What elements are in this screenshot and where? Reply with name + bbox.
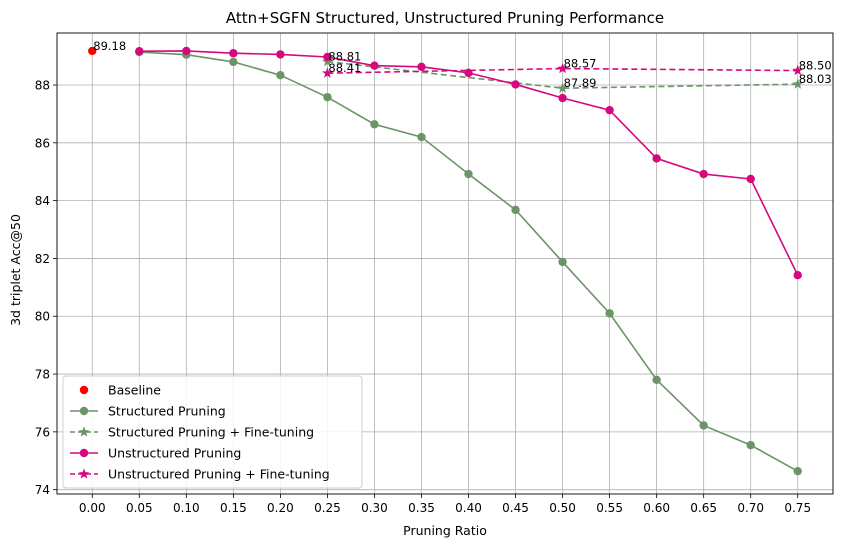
x-tick-label: 0.40 xyxy=(455,501,482,515)
data-point xyxy=(370,61,379,70)
data-point xyxy=(699,421,708,430)
data-point xyxy=(792,78,804,89)
series-line xyxy=(327,60,798,90)
legend-item: Structured Pruning xyxy=(70,404,226,419)
x-tick-label: 0.10 xyxy=(173,501,200,515)
y-tick-label: 74 xyxy=(35,483,50,497)
data-point xyxy=(417,62,426,72)
data-point xyxy=(605,105,614,115)
data-point xyxy=(511,80,520,89)
x-tick-label: 0.15 xyxy=(220,501,247,515)
y-tick-label: 80 xyxy=(35,310,50,324)
x-tick-label: 0.55 xyxy=(596,501,623,515)
data-point xyxy=(182,46,191,56)
x-tick-label: 0.45 xyxy=(502,501,529,515)
y-axis-label: 3d triplet Acc@50 xyxy=(8,214,23,326)
data-point xyxy=(370,120,379,129)
legend-label: Unstructured Pruning + Fine-tuning xyxy=(108,467,330,482)
data-label: 88.57 xyxy=(564,57,597,71)
legend-marker xyxy=(79,385,89,395)
x-tick-label: 0.50 xyxy=(549,501,576,515)
y-tick-label: 86 xyxy=(35,136,50,150)
legend-marker xyxy=(78,426,90,437)
x-tick-label: 0.00 xyxy=(79,501,106,515)
data-point xyxy=(276,70,285,80)
y-tick-label: 78 xyxy=(35,368,50,382)
plot-frame xyxy=(56,32,834,495)
y-tick-label: 76 xyxy=(35,425,50,439)
data-label: 88.81 xyxy=(328,50,361,64)
x-tick-label: 0.05 xyxy=(126,501,153,515)
data-label: 87.89 xyxy=(564,76,597,90)
data-label: 88.41 xyxy=(328,61,361,75)
y-tick-label: 84 xyxy=(35,194,50,208)
data-point xyxy=(652,375,661,385)
y-axis-ticks: 74 76 78 80 82 84 86 88 xyxy=(35,79,57,497)
data-point xyxy=(322,67,333,78)
legend-label: Structured Pruning + Fine-tuning xyxy=(108,425,314,440)
data-point xyxy=(557,62,568,74)
series-line xyxy=(327,67,798,74)
data-point xyxy=(135,47,144,56)
x-tick-label: 0.75 xyxy=(784,501,811,515)
data-label: 88.03 xyxy=(799,72,832,86)
data-point xyxy=(323,52,332,62)
data-label: 88.50 xyxy=(799,59,832,73)
data-label: 89.18 xyxy=(93,39,126,53)
series-unstructured-pruning-fine-tuning xyxy=(322,62,804,78)
x-axis-label: Pruning Ratio xyxy=(403,523,487,538)
legend-item: Baseline xyxy=(79,383,161,398)
x-tick-label: 0.30 xyxy=(361,501,388,515)
data-point xyxy=(88,46,97,56)
legend-marker xyxy=(79,448,89,458)
data-point xyxy=(793,466,802,476)
data-point xyxy=(558,257,567,267)
data-point xyxy=(746,440,755,450)
data-point xyxy=(699,169,708,179)
legend-item: Unstructured Pruning xyxy=(70,446,241,461)
data-point xyxy=(511,205,520,215)
legend-box xyxy=(62,375,363,489)
data-point xyxy=(229,49,238,58)
x-axis-ticks: 0.00 0.05 0.10 0.15 0.20 0.25 0.30 0.35 0.40 0.45… xyxy=(79,494,811,515)
data-point xyxy=(652,154,661,163)
y-tick-label: 88 xyxy=(35,79,50,93)
legend-label: Structured Pruning xyxy=(108,404,226,419)
series-layer xyxy=(88,46,804,476)
data-point xyxy=(229,57,238,67)
data-point xyxy=(557,82,568,93)
x-tick-label: 0.65 xyxy=(690,501,717,515)
legend-marker xyxy=(78,468,90,479)
legend: Baseline Structured Pruning Structured Pru… xyxy=(62,375,363,489)
x-tick-label: 0.60 xyxy=(643,501,670,515)
series-baseline xyxy=(88,46,97,56)
x-tick-label: 0.70 xyxy=(737,501,764,515)
legend-item: Unstructured Pruning + Fine-tuning xyxy=(70,467,330,482)
x-tick-label: 0.25 xyxy=(314,501,341,515)
legend-label: Baseline xyxy=(108,383,161,398)
data-point xyxy=(323,92,332,102)
legend-label: Unstructured Pruning xyxy=(108,446,241,461)
series-unstructured-pruning xyxy=(135,46,802,280)
x-tick-label: 0.35 xyxy=(408,501,435,515)
chart-title: Attn+SGFN Structured, Unstructured Pruni… xyxy=(226,9,664,27)
data-point xyxy=(558,93,567,103)
data-point xyxy=(792,64,804,76)
data-point xyxy=(746,174,755,184)
legend-item: Structured Pruning + Fine-tuning xyxy=(70,425,314,440)
data-point xyxy=(276,50,285,59)
data-point xyxy=(417,132,426,142)
y-tick-label: 82 xyxy=(35,252,50,266)
data-point xyxy=(464,169,473,179)
x-tick-label: 0.20 xyxy=(267,501,294,515)
legend-marker xyxy=(79,406,89,416)
data-point xyxy=(605,309,614,318)
data-point xyxy=(793,271,802,280)
